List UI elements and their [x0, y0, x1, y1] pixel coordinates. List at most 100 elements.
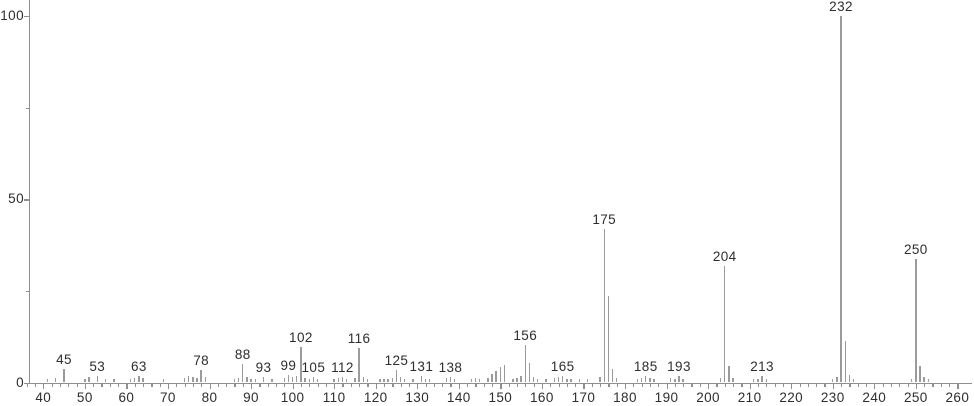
x-minor-tick	[633, 383, 635, 387]
peak-stick	[910, 378, 913, 383]
peak-stick	[358, 347, 360, 383]
peak-stick	[283, 378, 285, 383]
peak-mz-label: 102	[289, 330, 313, 346]
peak-stick	[611, 368, 614, 383]
peak-stick	[445, 378, 448, 383]
x-major-tick	[126, 383, 128, 389]
x-minor-tick	[558, 383, 560, 387]
x-major-tick	[708, 383, 710, 389]
x-minor-tick	[716, 383, 718, 387]
peak-stick	[449, 377, 452, 383]
x-minor-tick	[782, 383, 785, 387]
peak-mz-label: 112	[331, 360, 354, 375]
x-tick-label: 210	[737, 389, 762, 405]
peak-stick	[524, 344, 526, 383]
x-minor-tick	[940, 383, 942, 387]
x-minor-tick	[824, 383, 826, 387]
x-major-tick	[84, 383, 87, 389]
peak-stick	[545, 378, 547, 383]
x-minor-tick	[242, 383, 244, 387]
x-major-tick	[43, 383, 45, 389]
peak-stick	[287, 374, 290, 383]
x-minor-tick	[949, 383, 951, 387]
x-tick-label: 260	[945, 389, 970, 405]
x-minor-tick	[807, 383, 809, 387]
x-minor-tick	[275, 383, 278, 387]
peak-mz-label: 165	[550, 359, 575, 375]
peak-stick	[304, 377, 306, 383]
peak-stick	[636, 378, 639, 383]
peak-stick	[607, 296, 610, 383]
peak-stick	[183, 378, 186, 383]
peak-stick	[470, 378, 472, 383]
x-minor-tick	[733, 383, 735, 387]
peak-stick	[719, 377, 722, 383]
x-minor-tick	[924, 383, 926, 387]
x-minor-tick	[757, 383, 760, 387]
x-minor-tick	[525, 383, 527, 387]
peak-mz-label: 232	[829, 0, 853, 15]
peak-stick	[453, 378, 456, 383]
x-minor-tick	[600, 383, 602, 387]
peak-stick	[96, 375, 98, 383]
x-minor-tick	[342, 383, 344, 387]
peak-stick	[362, 377, 364, 383]
x-minor-tick	[699, 383, 701, 387]
y-tick-label: 50	[8, 191, 24, 207]
x-tick-label: 240	[862, 389, 887, 405]
x-minor-tick	[882, 383, 884, 387]
x-minor-tick	[201, 383, 203, 387]
x-minor-tick	[608, 383, 610, 387]
x-minor-tick	[674, 383, 677, 387]
peak-stick	[308, 378, 310, 383]
peak-stick	[927, 378, 929, 383]
x-minor-tick	[849, 383, 851, 387]
peak-stick	[915, 259, 917, 383]
x-minor-tick	[51, 383, 53, 387]
x-minor-tick	[591, 383, 593, 387]
peak-stick	[516, 377, 518, 383]
x-minor-tick	[151, 383, 153, 387]
x-minor-tick	[134, 383, 136, 387]
peak-stick	[129, 378, 132, 383]
x-minor-tick	[76, 383, 78, 387]
peak-stick	[204, 377, 207, 383]
peak-mz-label: 156	[513, 327, 538, 343]
y-tick-label: 0	[16, 374, 24, 390]
peak-mz-label: 175	[592, 211, 617, 227]
x-minor-tick	[400, 383, 402, 387]
peak-stick	[412, 378, 414, 383]
x-tick-label: 220	[779, 389, 804, 405]
x-major-tick	[749, 383, 751, 389]
x-minor-tick	[865, 383, 868, 387]
x-minor-tick	[683, 383, 685, 387]
x-minor-tick	[841, 383, 843, 387]
peak-stick	[196, 378, 198, 383]
x-minor-tick	[34, 383, 37, 387]
peak-stick	[246, 377, 248, 383]
x-major-tick	[791, 383, 793, 389]
peak-mz-label: 138	[438, 360, 463, 375]
x-major-tick	[375, 383, 377, 389]
x-major-tick	[874, 383, 876, 389]
x-minor-tick	[907, 383, 909, 387]
peak-stick	[566, 378, 568, 383]
x-minor-tick	[176, 383, 178, 387]
x-major-tick	[583, 383, 585, 389]
peak-stick	[586, 378, 589, 383]
peak-mz-label: 78	[193, 353, 210, 369]
peak-stick	[188, 375, 190, 383]
peak-stick	[570, 378, 572, 383]
peak-stick	[420, 375, 423, 383]
peak-stick	[761, 375, 763, 383]
x-major-tick	[251, 383, 253, 389]
x-tick-label: 190	[654, 389, 679, 405]
x-tick-label: 130	[405, 389, 430, 405]
y-minor-tick	[25, 290, 29, 293]
peak-stick	[765, 378, 767, 383]
x-minor-tick	[59, 383, 62, 387]
peak-stick	[337, 378, 339, 383]
x-minor-tick	[658, 383, 660, 387]
peak-stick	[192, 377, 194, 383]
peak-stick	[424, 378, 427, 383]
